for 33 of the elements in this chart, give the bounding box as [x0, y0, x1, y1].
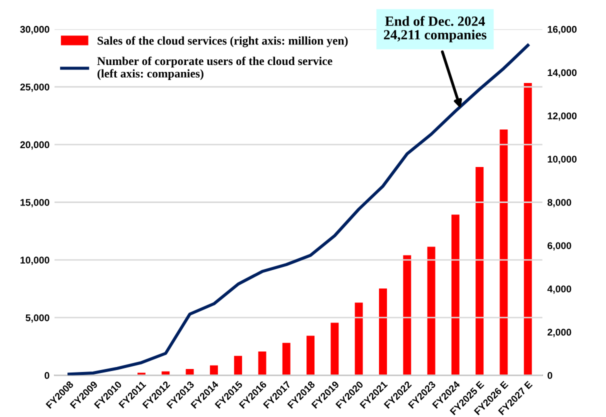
- y2-tick-label: 0: [548, 372, 552, 379]
- bar: [306, 336, 315, 376]
- bar: [451, 214, 460, 376]
- y-tick-label: 30,000: [20, 26, 50, 34]
- y2-tick-label: 8,000: [548, 198, 572, 208]
- y-tick-label: 20,000: [20, 141, 50, 150]
- legend-label: Number of corporate users of the cloud service (left axis: companies): [97, 56, 332, 80]
- bar: [354, 302, 363, 376]
- bar: [403, 255, 412, 376]
- bar: [500, 130, 508, 376]
- legend-label: Sales of the cloud services (right axis: million yen): [98, 36, 348, 48]
- bar: [427, 246, 436, 376]
- bar: [282, 342, 290, 376]
- bar: [210, 365, 218, 376]
- y2-tick-label: 6,000: [548, 242, 572, 251]
- bar: [234, 356, 242, 376]
- bar: [258, 352, 266, 376]
- y2-tick-label: 12,000: [548, 112, 577, 121]
- y-tick-label: 25,000: [20, 84, 50, 92]
- bar: [330, 322, 339, 376]
- y2-tick-label: 4,000: [547, 286, 572, 294]
- y-tick-label: 5,000: [26, 314, 50, 323]
- y2-tick-label: 16,000: [548, 26, 577, 34]
- y-tick-label: 10,000: [20, 256, 50, 265]
- y2-tick-label: 10,000: [548, 156, 577, 164]
- bar: [524, 83, 532, 376]
- y-tick-label: 0: [44, 372, 50, 379]
- annotation: End of Dec. 2024 24,211 companies: [384, 16, 486, 42]
- bar: [378, 288, 387, 376]
- bar: [476, 166, 484, 376]
- y-tick-label: 15,000: [20, 198, 50, 208]
- y2-tick-label: 14,000: [548, 69, 577, 78]
- y2-tick-label: 2,000: [548, 328, 572, 338]
